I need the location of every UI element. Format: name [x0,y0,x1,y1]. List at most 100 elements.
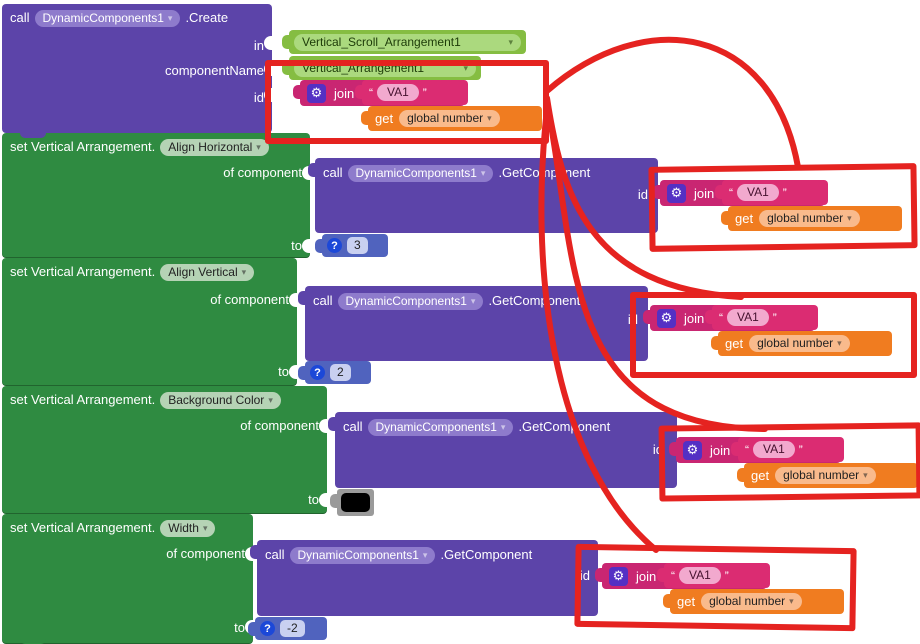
help-question-icon: ? [260,621,275,636]
dropdown-arrow-icon: ▾ [268,394,273,405]
join-label: join [710,442,731,458]
string-value[interactable]: VA1 [679,567,721,584]
block-connector-tab [20,133,46,138]
component-dropdown[interactable]: DynamicComponents1 ▾ [367,418,514,436]
call-getcomponent-block[interactable]: call DynamicComponents1 ▾ .GetComponent … [298,286,648,361]
property-label: Width [168,520,199,535]
number-value-block[interactable]: ? 2 [298,361,371,384]
string-value-block[interactable]: “ VA1 ” [657,563,770,588]
variable-dropdown[interactable]: global number ▾ [399,110,500,127]
in-slot-label: in [253,38,264,53]
mutator-gear-icon[interactable]: ⚙ [683,440,702,460]
join-label: join [334,85,355,101]
component-value-block[interactable]: Vertical_Arrangement1 ▾ [282,56,481,80]
value-socket [264,36,272,50]
component-dropdown[interactable]: DynamicComponents1 ▾ [34,9,181,27]
string-value-block[interactable]: “ VA1 ” [715,180,828,205]
get-variable-block[interactable]: get global number ▾ [721,206,902,231]
dropdown-arrow-icon: ▾ [256,141,261,152]
string-value-block[interactable]: “ VA1 ” [705,305,818,330]
get-variable-block[interactable]: get global number ▾ [663,589,844,614]
call-label: call [323,165,343,180]
call-getcomponent-block[interactable]: call DynamicComponents1 ▾ .GetComponent … [328,412,677,488]
number-value[interactable]: 2 [330,364,351,381]
dropdown-arrow-icon: ▾ [463,62,468,73]
property-label: Align Horizontal [168,139,253,154]
variable-dropdown[interactable]: global number ▾ [701,593,802,610]
get-label: get [751,468,770,483]
color-value-block[interactable] [330,489,374,516]
set-background-color-block[interactable]: set Vertical Arrangement. Background Col… [2,386,327,514]
get-label: get [735,211,754,226]
string-value[interactable]: VA1 [753,441,795,458]
dropdown-arrow-icon: ▾ [863,470,868,480]
call-getcomponent-block[interactable]: call DynamicComponents1 ▾ .GetComponent … [308,158,658,233]
set-align-horizontal-block[interactable]: set Vertical Arrangement. Align Horizont… [2,133,310,258]
string-value-block[interactable]: “ VA1 ” [355,80,468,105]
component-dropdown[interactable]: DynamicComponents1 ▾ [347,164,494,182]
get-variable-block[interactable]: get global number ▾ [361,106,542,131]
number-value-block[interactable]: ? 3 [315,234,388,257]
variable-dropdown[interactable]: global number ▾ [759,210,860,227]
variable-name: global number [783,468,860,482]
variable-dropdown[interactable]: global number ▾ [749,335,850,352]
set-prefix-label: set Vertical Arrangement. [10,392,156,407]
string-value[interactable]: VA1 [737,184,779,201]
help-question-icon: ? [310,365,325,380]
string-value-block[interactable]: “ VA1 ” [731,437,844,462]
value-socket [302,239,310,253]
number-value[interactable]: 3 [347,237,368,254]
property-label: Background Color [168,392,265,407]
number-value-block[interactable]: ? -2 [248,617,327,640]
variable-dropdown[interactable]: global number ▾ [775,467,876,484]
call-label: call [313,293,333,308]
mutator-gear-icon[interactable]: ⚙ [307,83,326,103]
component-value-dropdown[interactable]: Vertical_Arrangement1 ▾ [294,59,476,77]
component-dropdown[interactable]: DynamicComponents1 ▾ [289,546,436,564]
string-value[interactable]: VA1 [377,84,419,101]
annotation-curve-to-row4 [544,101,768,432]
of-component-label: of component [240,418,319,433]
call-create-block[interactable]: call DynamicComponents1 ▾ .Create in com… [2,4,272,133]
open-quote: “ [671,568,675,583]
property-dropdown[interactable]: Background Color ▾ [160,391,281,409]
block-connector-tab [20,639,46,644]
component-dropdown[interactable]: DynamicComponents1 ▾ [337,292,484,310]
get-label: get [725,336,744,351]
variable-name: global number [757,336,834,350]
open-quote: “ [729,185,733,200]
to-label: to [291,238,302,253]
mutator-gear-icon[interactable]: ⚙ [657,308,676,328]
get-variable-block[interactable]: get global number ▾ [711,331,892,356]
property-dropdown[interactable]: Align Horizontal ▾ [160,138,269,156]
dropdown-arrow-icon: ▾ [789,596,794,606]
component-value-dropdown[interactable]: Vertical_Scroll_Arrangement1 ▾ [294,33,521,51]
of-component-label: of component [210,292,289,307]
close-quote: ” [798,442,803,457]
value-socket [319,493,327,507]
id-slot-label: id [652,442,663,457]
mutator-gear-icon[interactable]: ⚙ [667,183,686,203]
property-dropdown[interactable]: Width ▾ [160,519,216,537]
set-width-block[interactable]: set Vertical Arrangement. Width ▾ of com… [2,514,253,644]
component-value-block[interactable]: Vertical_Scroll_Arrangement1 ▾ [282,30,526,54]
property-dropdown[interactable]: Align Vertical ▾ [160,263,255,281]
dropdown-arrow-icon: ▾ [847,213,852,223]
method-label: .Create [185,10,229,25]
componentname-slot-label: componentName [165,63,264,78]
get-variable-block[interactable]: get global number ▾ [737,463,918,488]
join-label: join [684,310,705,326]
component-name: DynamicComponents1 [42,10,164,25]
join-label: join [694,185,715,201]
number-value[interactable]: -2 [280,620,305,637]
component-name: DynamicComponents1 [297,547,419,562]
set-align-vertical-block[interactable]: set Vertical Arrangement. Align Vertical… [2,258,297,386]
dropdown-arrow-icon: ▾ [500,421,506,432]
call-getcomponent-block[interactable]: call DynamicComponents1 ▾ .GetComponent … [250,540,598,616]
dropdown-arrow-icon: ▾ [167,12,173,23]
to-label: to [234,620,245,635]
dropdown-arrow-icon: ▾ [508,36,513,47]
set-prefix-label: set Vertical Arrangement. [10,139,156,154]
mutator-gear-icon[interactable]: ⚙ [609,566,628,586]
string-value[interactable]: VA1 [727,309,769,326]
